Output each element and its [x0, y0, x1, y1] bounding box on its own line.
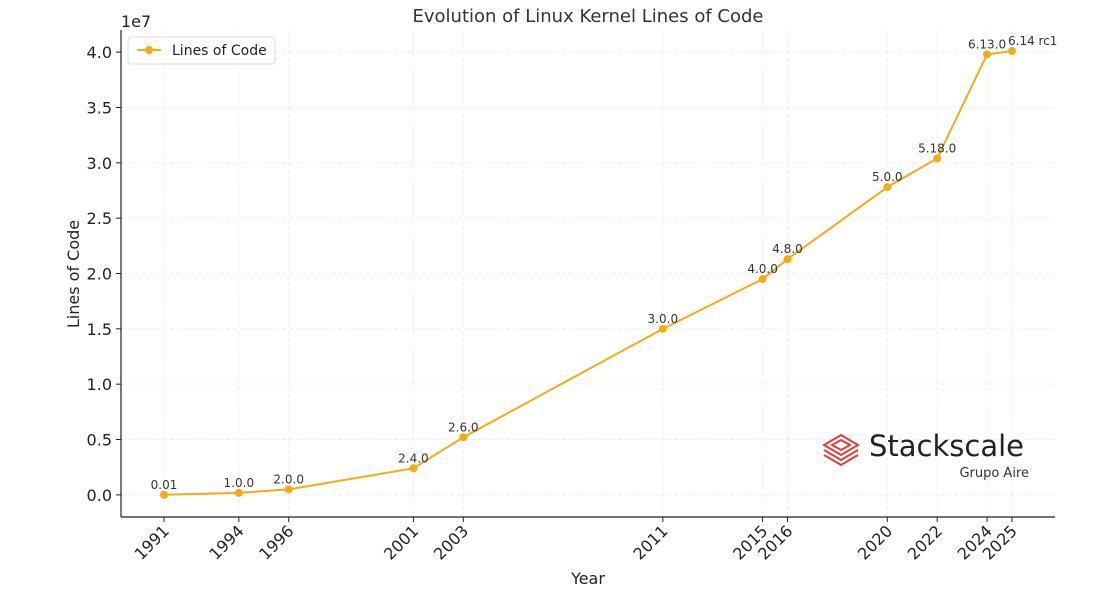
grid: [121, 30, 1055, 517]
data-point: [783, 255, 792, 264]
data-point-label: 6.13.0: [968, 37, 1006, 51]
series-group: 0.01 1.0.0 2.0.0 2.4.0 2.6.0 3.0.0 4.0.0 4.8.0 5…: [151, 34, 1057, 499]
data-point: [459, 433, 468, 442]
y-tick-label: 1.0: [87, 375, 112, 394]
x-tick-label: 1991: [131, 521, 173, 563]
y-tick-label: 1.5: [87, 320, 112, 339]
x-tick-label: 2011: [629, 521, 671, 563]
legend: Lines of Code: [127, 36, 276, 65]
x-tick-label: 1994: [205, 521, 247, 563]
data-point-label: 4.0.0: [747, 262, 778, 276]
data-point-label: 6.14 rc1: [1008, 34, 1057, 48]
y-tick-label: 4.0: [87, 43, 112, 62]
data-point: [284, 485, 293, 494]
data-point: [983, 50, 992, 59]
stackscale-logo-icon: [822, 433, 860, 467]
series-line: [163, 50, 1013, 496]
y-tick-label: 3.0: [87, 154, 112, 173]
data-point-label: 3.0.0: [648, 312, 679, 326]
watermark-logo: Stackscale Grupo Aire: [822, 429, 1029, 481]
data-point: [933, 154, 942, 163]
y-ticks: 0.0 0.5 1.0 1.5 2.0 2.5 3.0 3.5 4.0: [87, 43, 121, 505]
data-point: [658, 324, 667, 333]
chart-title: Evolution of Linux Kernel Lines of Code: [413, 6, 764, 27]
x-tick-label: 2020: [854, 521, 896, 563]
data-point-label: 0.01: [151, 478, 178, 492]
data-point-label: 2.6.0: [448, 420, 479, 434]
data-point-label: 5.18.0: [918, 141, 956, 155]
data-point-label: 4.8.0: [772, 242, 803, 256]
data-point-label: 5.0.0: [872, 170, 903, 184]
data-point: [1008, 47, 1016, 56]
legend-point-marker: [145, 46, 153, 54]
brand-subtitle: Grupo Aire: [959, 466, 1029, 481]
data-point: [409, 464, 418, 473]
data-point: [160, 490, 168, 499]
x-tick-label: 2022: [904, 521, 946, 563]
brand-name: Stackscale: [869, 429, 1024, 463]
x-tick-label: 2001: [380, 521, 422, 563]
data-point-label: 2.4.0: [398, 451, 429, 465]
data-point: [883, 183, 892, 192]
y-tick-label: 2.5: [87, 209, 112, 228]
data-point-label: 2.0.0: [273, 472, 304, 486]
x-axis-title: Year: [570, 569, 605, 588]
data-point: [758, 275, 767, 284]
data-point: [234, 488, 243, 497]
data-point-label: 1.0.0: [224, 476, 255, 490]
x-tick-label: 2003: [430, 521, 472, 563]
y-axis-title: Lines of Code: [64, 220, 83, 328]
y-tick-label: 3.5: [87, 98, 112, 117]
y-tick-label: 0.0: [87, 486, 112, 505]
legend-box: [127, 36, 276, 65]
y-tick-label: 2.0: [87, 265, 112, 284]
y-tick-label: 0.5: [87, 431, 112, 450]
y-scale-label: 1e7: [121, 12, 151, 31]
x-tick-label: 1996: [255, 521, 297, 563]
legend-label: Lines of Code: [172, 43, 267, 59]
